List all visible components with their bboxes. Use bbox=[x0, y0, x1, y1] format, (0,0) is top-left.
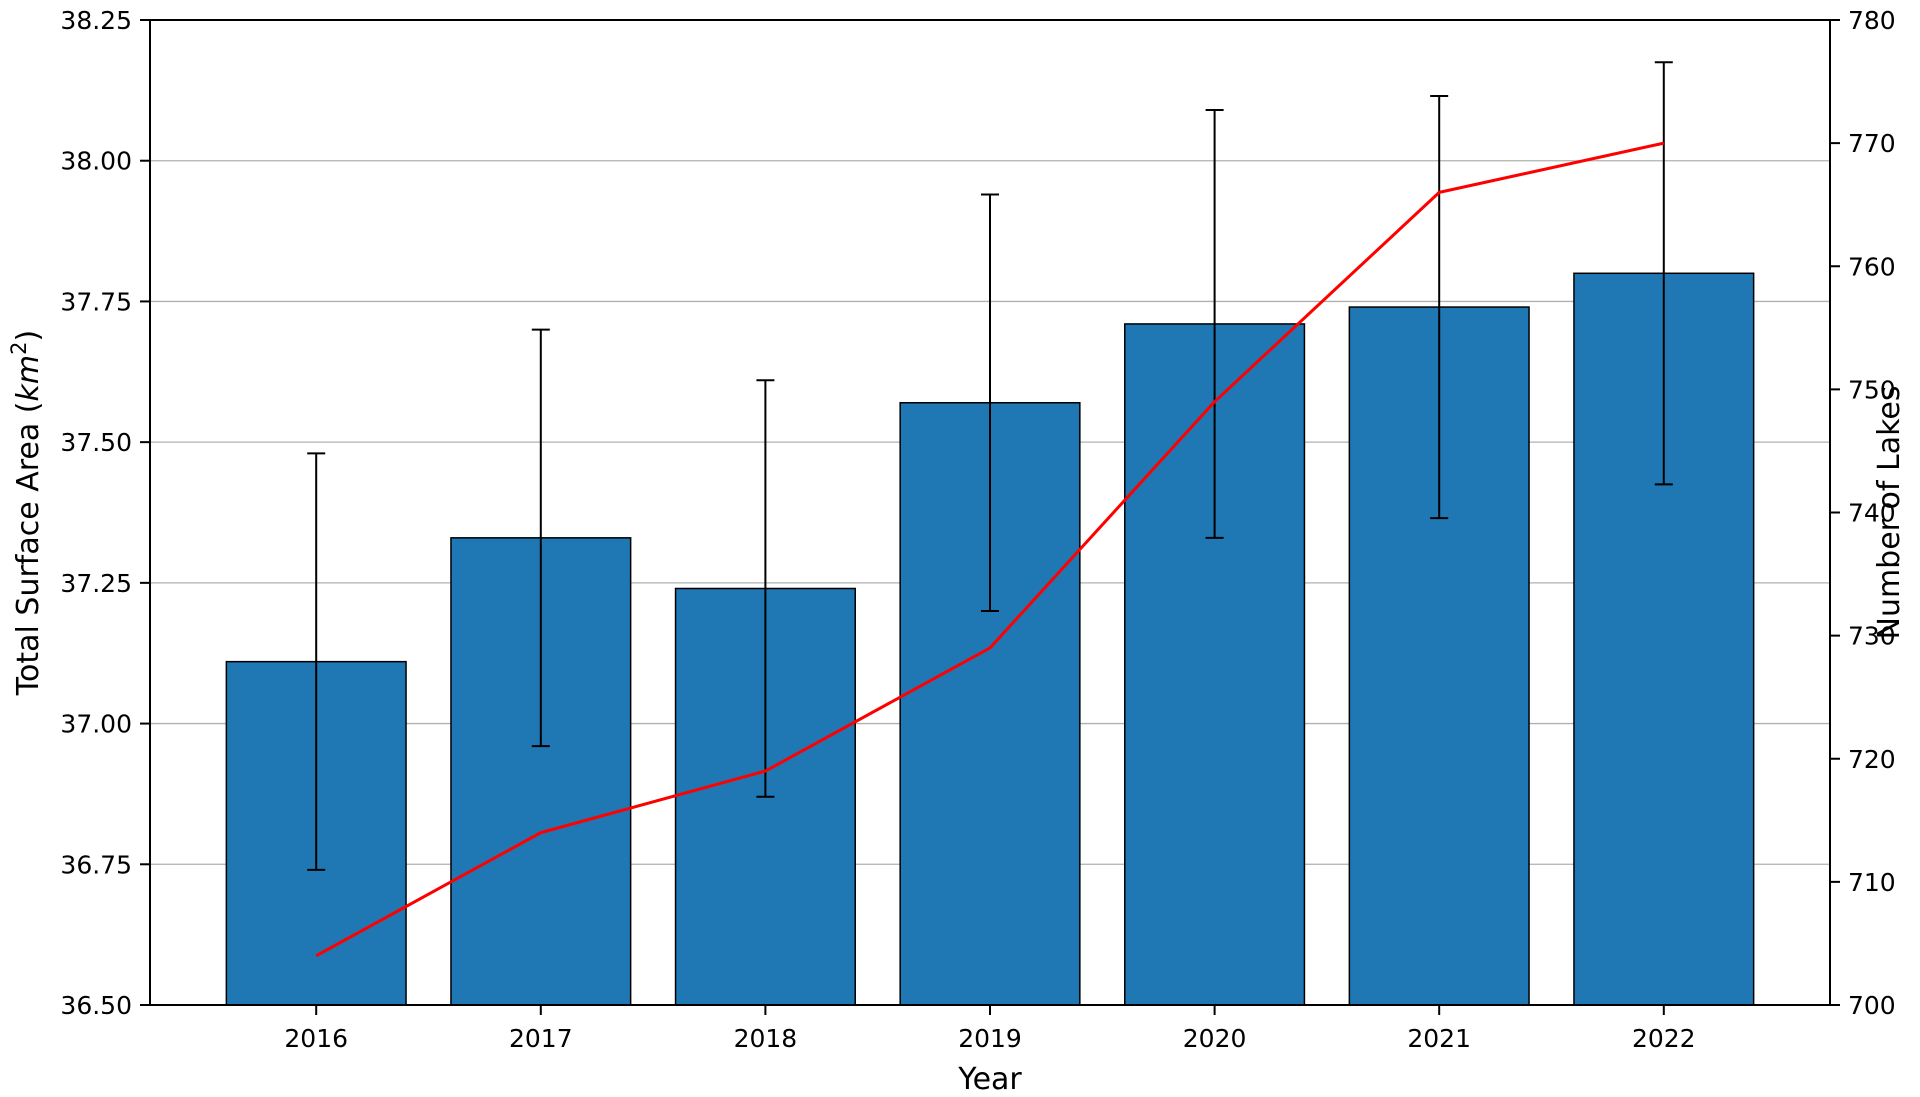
right-tick-label: 780 bbox=[1848, 6, 1896, 35]
right-tick-label: 720 bbox=[1848, 745, 1896, 774]
right-tick-label: 760 bbox=[1848, 252, 1896, 281]
x-tick-label: 2018 bbox=[734, 1024, 798, 1053]
left-tick-label: 36.75 bbox=[60, 850, 132, 879]
left-tick-label: 37.00 bbox=[60, 710, 132, 739]
left-tick-label: 38.00 bbox=[60, 147, 132, 176]
right-tick-label: 740 bbox=[1848, 499, 1896, 528]
x-tick-label: 2017 bbox=[509, 1024, 573, 1053]
left-tick-label: 37.25 bbox=[60, 569, 132, 598]
left-tick-label: 36.50 bbox=[60, 991, 132, 1020]
right-axis-label: Number of Lakes bbox=[1872, 386, 1907, 640]
right-tick-label: 750 bbox=[1848, 375, 1896, 404]
x-tick-label: 2020 bbox=[1183, 1024, 1247, 1053]
right-tick-label: 770 bbox=[1848, 129, 1896, 158]
right-tick-label: 710 bbox=[1848, 868, 1896, 897]
x-tick-label: 2019 bbox=[958, 1024, 1022, 1053]
right-tick-label: 730 bbox=[1848, 622, 1896, 651]
left-tick-label: 37.50 bbox=[60, 428, 132, 457]
error-bars bbox=[307, 61, 1673, 871]
x-tick-label: 2021 bbox=[1407, 1024, 1471, 1053]
tick-marks bbox=[140, 19, 1840, 1015]
x-tick-label: 2016 bbox=[284, 1024, 348, 1053]
tick-labels: 36.50 36.75 37.00 37.25 37.50 37.75 38.00 38.25… bbox=[60, 6, 1895, 1053]
x-axis-label: Year bbox=[957, 1062, 1022, 1097]
left-axis-label: Total Surface Area (km2) bbox=[7, 330, 46, 696]
lakes-line bbox=[315, 141, 1665, 958]
left-tick-label: 37.75 bbox=[60, 287, 132, 316]
x-tick-label: 2022 bbox=[1632, 1024, 1696, 1053]
axis-labels: Year Total Surface Area (km2) Number of La… bbox=[7, 330, 1907, 1097]
left-tick-label: 38.25 bbox=[60, 6, 132, 35]
right-tick-label: 700 bbox=[1848, 991, 1896, 1020]
